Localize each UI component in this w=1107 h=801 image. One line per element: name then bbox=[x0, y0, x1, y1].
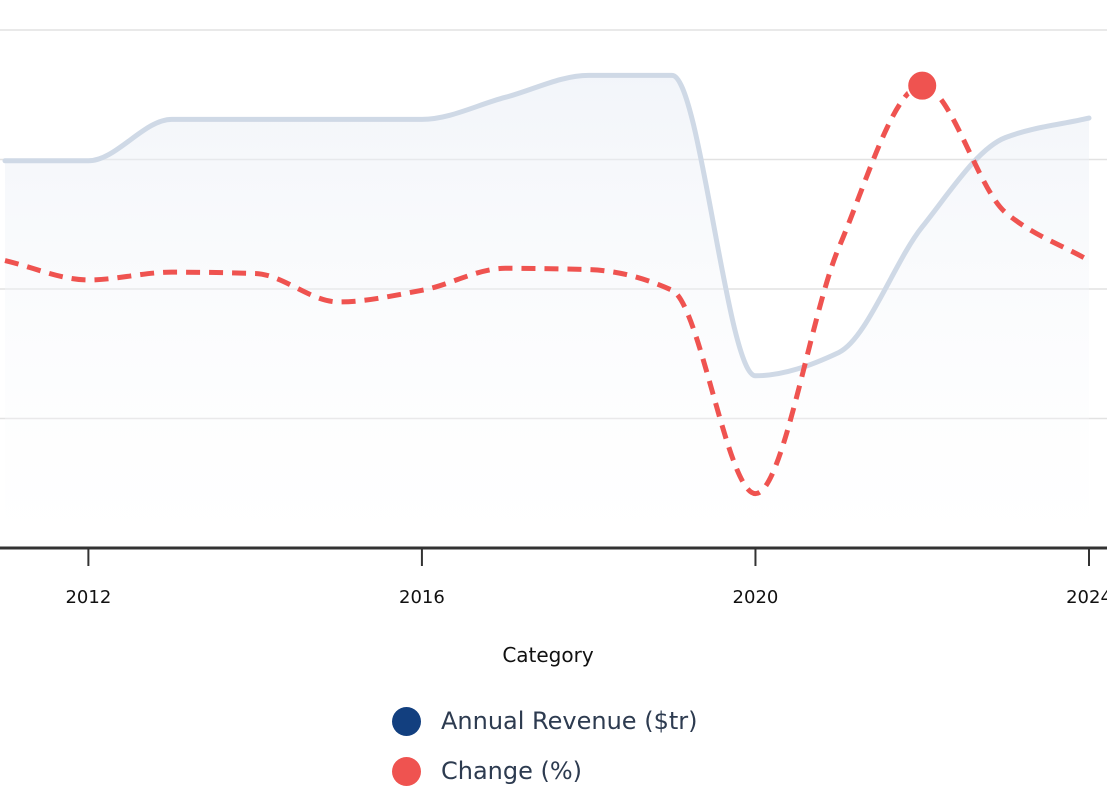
legend-label: Annual Revenue ($tr) bbox=[441, 707, 698, 735]
x-tick-label: 2024 bbox=[1066, 587, 1107, 608]
legend-dot-revenue bbox=[392, 706, 421, 736]
x-tick-label: 2020 bbox=[733, 587, 779, 608]
legend-dot-change bbox=[392, 756, 421, 786]
revenue-line bbox=[2, 72, 1092, 379]
x-axis-ticks: 2012 2016 2020 2024 bbox=[65, 548, 1107, 608]
legend: Annual Revenue ($tr) Change (%) bbox=[392, 696, 697, 796]
x-axis-title: Category bbox=[502, 643, 594, 667]
x-tick-label: 2016 bbox=[399, 587, 445, 608]
x-tick-label: 2012 bbox=[65, 587, 111, 608]
revenue-area bbox=[5, 75, 1089, 548]
legend-item-change[interactable]: Change (%) bbox=[392, 746, 697, 796]
chart: 2012 2016 2020 2024 Category bbox=[0, 29, 1107, 667]
legend-item-revenue[interactable]: Annual Revenue ($tr) bbox=[392, 696, 697, 746]
change-highlight-point[interactable] bbox=[906, 69, 939, 102]
change-line bbox=[4, 83, 1091, 497]
legend-label: Change (%) bbox=[441, 757, 583, 785]
